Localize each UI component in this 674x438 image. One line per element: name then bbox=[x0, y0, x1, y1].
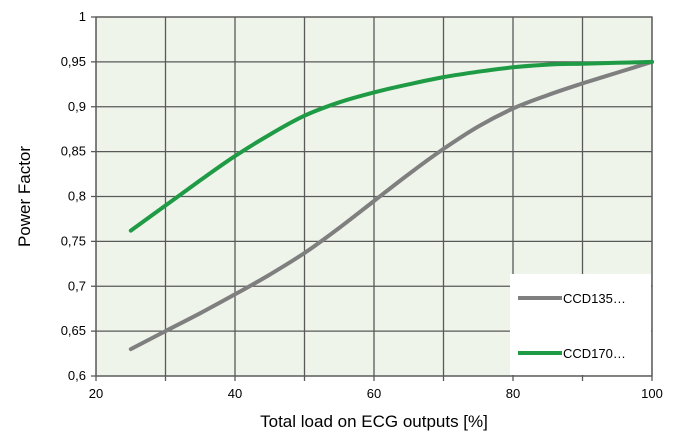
y-tick-label: 1 bbox=[79, 9, 86, 24]
legend-label-1: CCD135… bbox=[563, 291, 626, 306]
x-axis-ticks: 20 40 60 80 100 bbox=[89, 376, 663, 401]
series-line-2 bbox=[128, 59, 654, 233]
y-axis-ticks: 0,6 0,65 0,7 0,75 0,8 0,85 0,9 0,95 1 bbox=[61, 9, 96, 383]
series-line-1 bbox=[128, 59, 654, 352]
y-tick-label: 0,9 bbox=[68, 99, 86, 114]
y-axis-title: Power Factor bbox=[15, 146, 34, 247]
x-tick-label: 20 bbox=[89, 386, 103, 401]
y-tick-label: 0,7 bbox=[68, 278, 86, 293]
x-axis-title: Total load on ECG outputs [%] bbox=[260, 412, 488, 431]
y-tick-label: 0,8 bbox=[68, 189, 86, 204]
y-tick-label: 0,6 bbox=[68, 368, 86, 383]
x-tick-label: 60 bbox=[367, 386, 381, 401]
legend-label-2: CCD170… bbox=[563, 346, 626, 361]
legend: CCD135… CCD170… bbox=[510, 274, 651, 375]
y-tick-label: 0,95 bbox=[61, 54, 86, 69]
legend-box bbox=[510, 274, 651, 375]
y-tick-label: 0,65 bbox=[61, 323, 86, 338]
x-tick-label: 100 bbox=[641, 386, 663, 401]
y-tick-label: 0,85 bbox=[61, 144, 86, 159]
x-tick-label: 40 bbox=[228, 386, 242, 401]
x-tick-label: 80 bbox=[506, 386, 520, 401]
series-layer bbox=[128, 59, 654, 352]
y-tick-label: 0,75 bbox=[61, 233, 86, 248]
